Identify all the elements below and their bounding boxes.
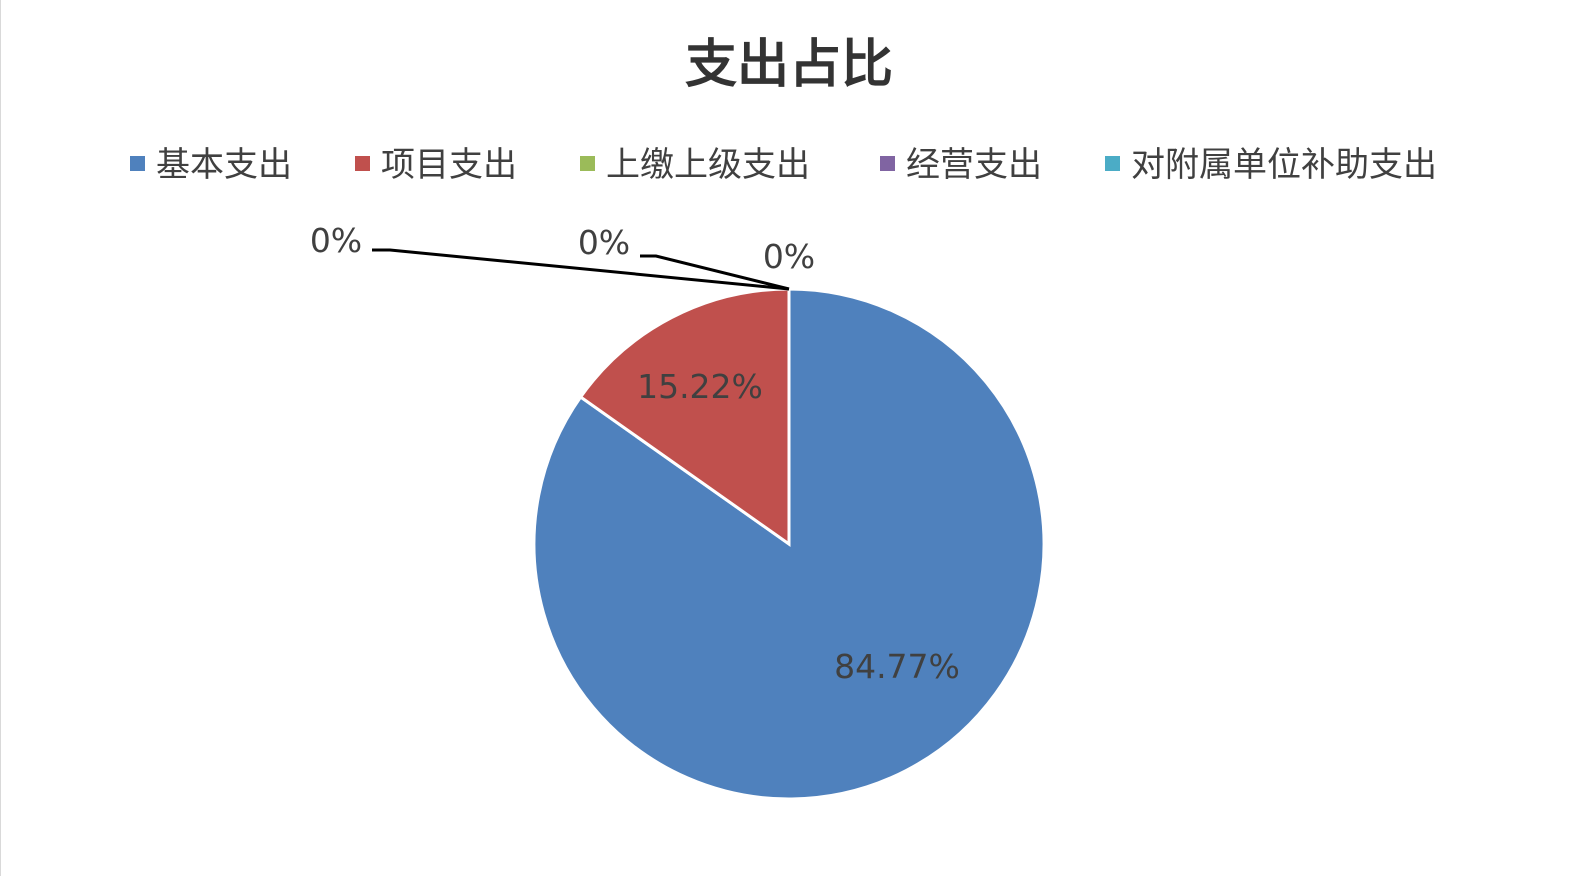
data-label-3: 0% <box>578 223 630 262</box>
legend-label-3: 经营支出 <box>906 145 1042 185</box>
legend-label-0: 基本支出 <box>156 145 292 185</box>
legend-swatch-4 <box>1105 156 1120 171</box>
leader-line-3 <box>640 254 790 291</box>
chart-title: 支出占比 <box>685 34 893 95</box>
pie-slices <box>532 287 1046 801</box>
data-label-2: 0% <box>310 221 362 260</box>
legend-label-1: 项目支出 <box>381 145 517 185</box>
data-labels: 84.77% 15.22% 0% 0% 0% <box>310 221 960 686</box>
data-label-4: 0% <box>763 237 815 276</box>
legend-swatch-2 <box>580 156 595 171</box>
legend-swatch-1 <box>355 156 370 171</box>
data-label-1: 15.22% <box>637 367 763 406</box>
legend: 基本支出 项目支出 上缴上级支出 经营支出 对附属单位补助支出 <box>130 145 1437 185</box>
legend-swatch-3 <box>880 156 895 171</box>
legend-swatch-0 <box>130 156 145 171</box>
leader-line-2 <box>372 248 790 291</box>
data-label-0: 84.77% <box>834 647 960 686</box>
legend-label-4: 对附属单位补助支出 <box>1131 145 1437 185</box>
legend-label-2: 上缴上级支出 <box>606 145 810 185</box>
pie-slice-1 <box>578 287 791 547</box>
